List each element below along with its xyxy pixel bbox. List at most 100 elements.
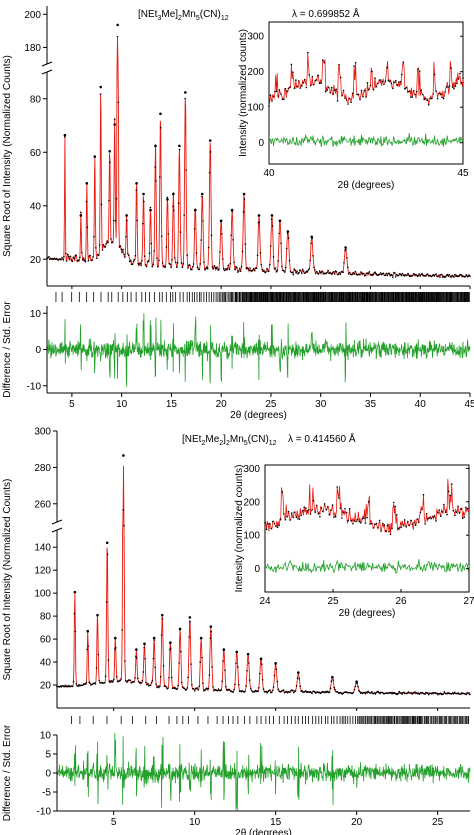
top-observed-point [391, 274, 393, 277]
top-observed-point [64, 136, 66, 138]
top-inset: 0 100 200 300 40 45 2θ (degrees) Intensity (nor… [238, 21, 469, 191]
top-observed-point [223, 269, 226, 272]
bottom-inset-observed-point [286, 516, 288, 518]
top-observed-point [99, 93, 102, 95]
top-inset-observed-point [393, 81, 396, 84]
top-observed-point [138, 263, 140, 266]
bottom-x-tick-label: 5 [111, 817, 117, 828]
top-difference-line [46, 313, 471, 387]
top-y-tick-label: 80 [30, 94, 42, 105]
top-observed-point [124, 256, 126, 258]
top-observed-point [368, 271, 371, 273]
top-observed-point [173, 209, 175, 212]
top-observed-point [107, 241, 109, 244]
top-inset-observed-point [381, 80, 384, 83]
top-observed-point [87, 260, 90, 262]
bottom-observed-point [180, 650, 182, 653]
bottom-observed-point [143, 646, 145, 649]
top-observed-point [144, 255, 146, 257]
top-observed-point [297, 273, 299, 275]
bottom-inset-observed-point [392, 501, 395, 504]
top-observed-peak-18 [193, 208, 197, 212]
bottom-observed-point [452, 693, 455, 695]
top-inset-observed-point [447, 86, 449, 88]
title-subscript: 5 [244, 440, 248, 447]
top-observed-peak-19 [200, 192, 204, 196]
top-inset-observed-point [369, 84, 372, 87]
bottom-observed-point [107, 659, 110, 661]
bottom-observed-point [190, 663, 192, 665]
top-observed-point [149, 206, 152, 209]
top-inset-observed-point [321, 59, 324, 61]
bottom-observed-peak-22 [355, 680, 358, 684]
top-inset-observed-point [305, 86, 308, 89]
top-inset-observed-point [359, 98, 361, 101]
bottom-inset-y-axis-title: Intensity (normalized counts) [234, 465, 245, 593]
top-observed-point [79, 256, 81, 259]
top-inset-observed-point [314, 80, 317, 82]
top-observed-point [343, 262, 345, 264]
bottom-inset-observed-point [463, 516, 466, 518]
bottom-observed-point [424, 693, 426, 695]
bottom-observed-point [165, 686, 167, 688]
bottom-observed-point [64, 684, 67, 687]
top-observed-point [296, 270, 298, 272]
top-x-tick-label: 30 [315, 399, 327, 410]
bottom-inset-observed-point [454, 514, 456, 517]
top-inset-observed-point [407, 91, 409, 93]
bottom-observed-point [142, 671, 145, 673]
bottom-observed-point [221, 680, 223, 683]
top-inset-observed-point [439, 93, 442, 96]
bottom-observed-point [185, 688, 188, 691]
top-observed-point [300, 272, 303, 274]
top-inset-observed-point [354, 62, 357, 64]
top-inset-observed-point [417, 67, 420, 70]
top-observed-point [292, 273, 295, 276]
bottom-y-tick-label: 40 [40, 658, 52, 669]
top-observed-point [183, 214, 185, 216]
top-observed-point [253, 267, 255, 270]
top-observed-point [311, 237, 313, 240]
bottom-inset-observed-point [422, 493, 425, 496]
top-inset-observed-point [350, 101, 352, 103]
top-observed-point [252, 269, 254, 271]
top-inset-observed-point [330, 86, 333, 89]
bottom-observed-point [358, 689, 360, 692]
bottom-observed-point [466, 691, 469, 694]
bottom-inset-observed-point [358, 520, 361, 523]
top-inset-observed-point [329, 92, 332, 94]
top-observed-point [346, 257, 348, 259]
top-inset-observed-point [324, 90, 327, 93]
bottom-axis-break-mark [51, 519, 63, 525]
top-x-tick-label: 15 [166, 399, 178, 410]
top-y-tick-label: 10 [30, 309, 42, 320]
bottom-observed-point [77, 685, 79, 687]
bottom-observed-peak-4 [114, 636, 117, 640]
top-inset-observed-point [298, 80, 300, 82]
top-observed-point [200, 239, 202, 241]
top-observed-point [347, 266, 349, 269]
bottom-observed-point [398, 690, 401, 693]
top-observed-peak-13 [159, 112, 162, 116]
bottom-inset-observed-point [396, 514, 398, 516]
top-observed-point [89, 254, 91, 257]
top-inset-observed-point [296, 85, 299, 88]
bottom-observed-point [158, 686, 160, 689]
bottom-observed-point [169, 649, 171, 651]
top-observed-point [465, 274, 468, 276]
bottom-observed-point [298, 677, 301, 680]
bottom-observed-point [189, 620, 191, 623]
top-inset-observed-point [389, 80, 391, 83]
top-observed-point [84, 260, 87, 263]
top-observed-point [411, 274, 414, 277]
bottom-inset-observed-point [352, 522, 354, 525]
top-inset-x-axis-title: 2θ (degrees) [338, 180, 395, 191]
bottom-inset-observed-point [432, 515, 434, 518]
top-observed-point [363, 272, 365, 275]
bottom-inset-observed-point [297, 518, 299, 520]
bottom-observed-point [443, 691, 446, 693]
top-inset-observed-point [336, 100, 339, 102]
bottom-inset-observed-point [355, 520, 357, 523]
top-observed-point [207, 246, 210, 249]
top-observed-point [265, 271, 267, 273]
